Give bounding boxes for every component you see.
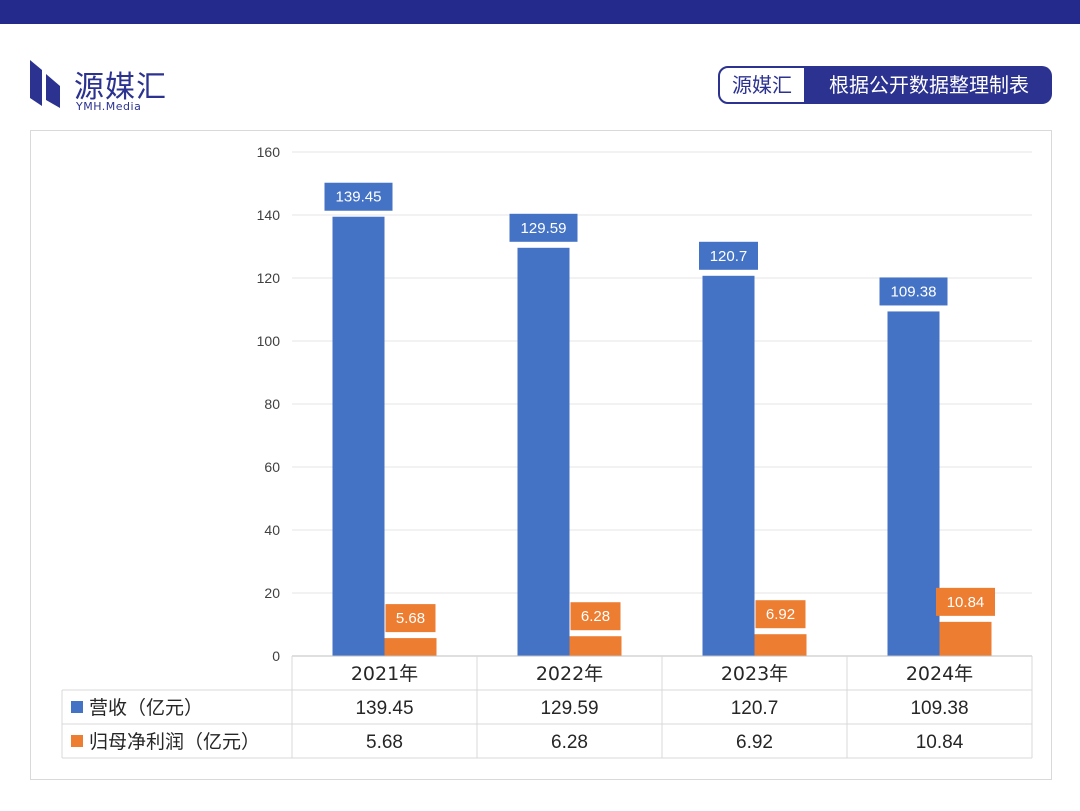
profit-bar bbox=[939, 621, 992, 656]
revenue-data-label: 109.38 bbox=[891, 283, 937, 300]
table-cell-revenue: 109.38 bbox=[910, 698, 968, 719]
revenue-data-label-bg bbox=[879, 277, 948, 306]
logo: 源媒汇 YMH.Media bbox=[28, 60, 198, 116]
x-tick-label: 2024年 bbox=[906, 663, 973, 685]
profit-data-label-bg bbox=[936, 587, 995, 616]
logo-mark-icon bbox=[30, 60, 60, 108]
table-cell-revenue: 120.7 bbox=[731, 698, 779, 719]
logo-subtitle: YMH.Media bbox=[76, 100, 142, 113]
top-banner bbox=[0, 0, 1080, 24]
table-cell-revenue: 129.59 bbox=[540, 698, 598, 719]
y-tick-label: 100 bbox=[257, 333, 281, 349]
source-badge: 源媒汇 根据公开数据整理制表 bbox=[718, 64, 1052, 108]
y-tick-label: 0 bbox=[272, 648, 280, 664]
revenue-data-label: 139.45 bbox=[336, 189, 382, 206]
profit-bar bbox=[569, 636, 622, 656]
y-tick-label: 60 bbox=[264, 459, 280, 475]
legend-label-profit: 归母净利润（亿元） bbox=[89, 731, 260, 753]
x-tick-label: 2023年 bbox=[721, 663, 788, 685]
table-cell-revenue: 139.45 bbox=[355, 698, 413, 719]
legend-label-revenue: 营收（亿元） bbox=[89, 697, 203, 719]
profit-data-label: 5.68 bbox=[396, 610, 425, 627]
y-tick-label: 80 bbox=[264, 396, 280, 412]
profit-data-label: 6.28 bbox=[581, 608, 610, 625]
y-tick-label: 140 bbox=[257, 207, 281, 223]
revenue-bar bbox=[702, 275, 755, 656]
logo-text: 源媒汇 bbox=[74, 70, 167, 105]
profit-data-label: 10.84 bbox=[947, 594, 985, 611]
profit-data-label-bg bbox=[570, 602, 621, 631]
revenue-bar bbox=[332, 216, 385, 657]
revenue-bar bbox=[887, 311, 940, 656]
table-cell-profit: 10.84 bbox=[916, 732, 964, 753]
y-tick-label: 120 bbox=[257, 270, 281, 286]
revenue-data-label-bg bbox=[324, 182, 393, 211]
y-tick-label: 160 bbox=[257, 144, 281, 160]
y-tick-label: 40 bbox=[264, 522, 280, 538]
revenue-bar bbox=[517, 247, 570, 656]
revenue-data-label-bg bbox=[699, 241, 758, 270]
legend-swatch-profit bbox=[71, 735, 83, 747]
table-cell-profit: 6.92 bbox=[736, 732, 773, 753]
profit-data-label-bg bbox=[385, 604, 436, 633]
bar-chart: 0 20 40 60 80 100 120 140 160 139.45 5.68 129.59 6.2… bbox=[61, 144, 1033, 759]
profit-bar bbox=[754, 634, 807, 656]
table-cell-profit: 6.28 bbox=[551, 732, 588, 753]
source-badge-note: 根据公开数据整理制表 bbox=[806, 66, 1052, 104]
revenue-data-label: 129.59 bbox=[521, 220, 567, 237]
table-cell-profit: 5.68 bbox=[366, 732, 403, 753]
profit-data-label: 6.92 bbox=[766, 606, 795, 623]
revenue-data-label-bg bbox=[509, 213, 578, 242]
x-tick-label: 2021年 bbox=[351, 663, 418, 685]
profit-data-label-bg bbox=[755, 600, 806, 629]
chart-frame: 0 20 40 60 80 100 120 140 160 139.45 5.68 129.59 6.2… bbox=[30, 130, 1052, 780]
legend-swatch-revenue bbox=[71, 701, 83, 713]
x-tick-label: 2022年 bbox=[536, 663, 603, 685]
profit-bar bbox=[384, 638, 437, 656]
source-badge-brand: 源媒汇 bbox=[718, 66, 806, 104]
y-tick-label: 20 bbox=[264, 585, 280, 601]
revenue-data-label: 120.7 bbox=[710, 248, 748, 265]
